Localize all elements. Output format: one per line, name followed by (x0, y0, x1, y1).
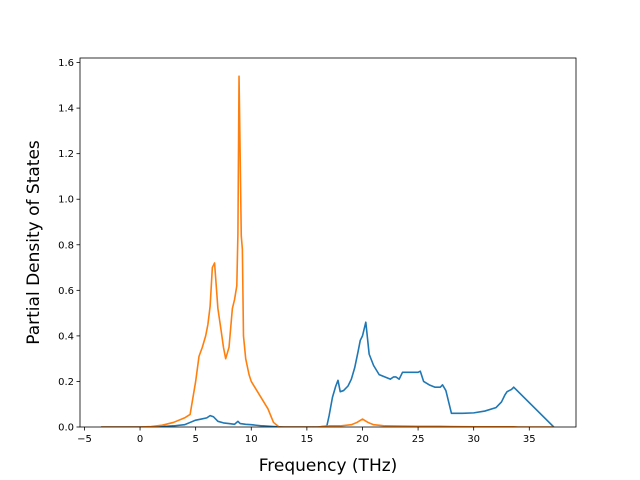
y-tick-label: 0.0 (58, 423, 74, 434)
x-axis-ticks: −5 0 5 10 15 20 25 30 35 (77, 427, 536, 445)
x-tick-label: 30 (467, 434, 480, 445)
x-tick-label: 10 (245, 434, 258, 445)
series-line-1 (101, 321, 555, 427)
y-tick-label: 1.4 (58, 104, 74, 115)
x-tick-label: 0 (137, 434, 143, 445)
x-axis-label: Frequency (THz) (259, 456, 398, 476)
x-tick-label: 15 (301, 434, 314, 445)
y-tick-label: 0.6 (58, 286, 74, 297)
y-axis-label: Partial Density of States (24, 140, 44, 345)
x-tick-label: 35 (523, 434, 536, 445)
axes-frame (79, 57, 577, 428)
x-tick-label: 5 (192, 434, 198, 445)
x-tick-label: 25 (412, 434, 425, 445)
series-line-2 (101, 75, 554, 427)
y-tick-label: 1.2 (58, 149, 74, 160)
y-tick-label: 0.4 (58, 331, 74, 342)
y-tick-label: 1.0 (58, 195, 74, 206)
x-tick-label: 20 (356, 434, 369, 445)
series-layer (101, 75, 555, 427)
y-tick-label: 0.8 (58, 240, 74, 251)
y-tick-label: 0.2 (58, 377, 74, 388)
y-axis-ticks: 0.0 0.2 0.4 0.6 0.8 1.0 1.2 1.4 1.6 (58, 58, 80, 434)
y-tick-label: 1.6 (58, 58, 74, 69)
x-tick-label: −5 (77, 434, 92, 445)
